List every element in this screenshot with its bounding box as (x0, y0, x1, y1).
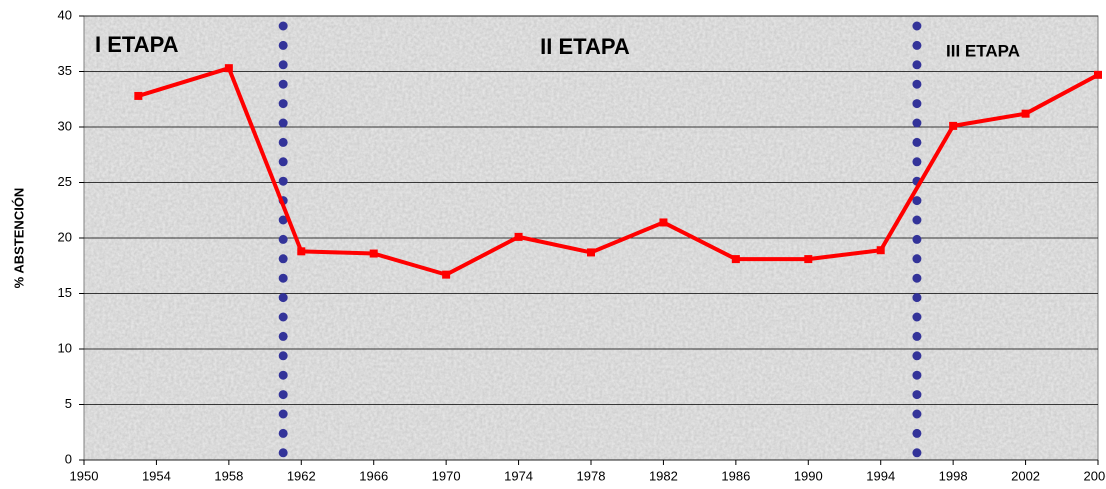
line (137, 66, 1099, 277)
y-tick-label: 15 (58, 285, 72, 300)
marker (514, 232, 523, 241)
y-tick-label: 40 (58, 7, 72, 22)
x-tick-label: 1986 (721, 468, 750, 483)
y-tick-label: 35 (58, 63, 72, 78)
marker (1094, 70, 1102, 79)
y-tick-label: 0 (65, 451, 72, 466)
x-tick-label: 1970 (432, 468, 461, 483)
marker (1021, 109, 1030, 118)
y-tick-label: 5 (65, 396, 72, 411)
y-tick-label: 25 (58, 174, 72, 189)
marker (731, 255, 740, 264)
x-tick-label: 1994 (866, 468, 895, 483)
marker (659, 218, 668, 227)
marker (369, 249, 378, 258)
x-tick-label: 1990 (794, 468, 823, 483)
x-tick-label: 1962 (287, 468, 316, 483)
x-tick-label: 1954 (142, 468, 171, 483)
marker (134, 91, 143, 100)
x-tick-label: 1950 (70, 468, 99, 483)
marker (297, 247, 306, 256)
y-tick-label: 10 (58, 340, 72, 355)
x-tick-label: 2002 (1011, 468, 1040, 483)
x-tick-label: 1978 (577, 468, 606, 483)
x-tick-label: 1982 (649, 468, 678, 483)
x-tick-label: 1966 (359, 468, 388, 483)
y-tick-label: 30 (58, 118, 72, 133)
annotation: III ETAPA (946, 41, 1020, 60)
marker (804, 255, 813, 264)
annotation: II ETAPA (540, 34, 630, 59)
y-tick-label: 20 (58, 229, 72, 244)
marker (587, 248, 595, 257)
annotation: I ETAPA (95, 32, 179, 57)
marker (224, 64, 233, 73)
marker (442, 270, 451, 279)
marker (949, 121, 958, 130)
y-axis-label: % ABSTENCIÓN (11, 188, 26, 289)
x-tick-label: 1958 (214, 468, 243, 483)
marker (876, 246, 885, 255)
x-tick-label: 1998 (939, 468, 968, 483)
x-tick-label: 2006 (1084, 468, 1106, 483)
x-tick-label: 1974 (504, 468, 533, 483)
